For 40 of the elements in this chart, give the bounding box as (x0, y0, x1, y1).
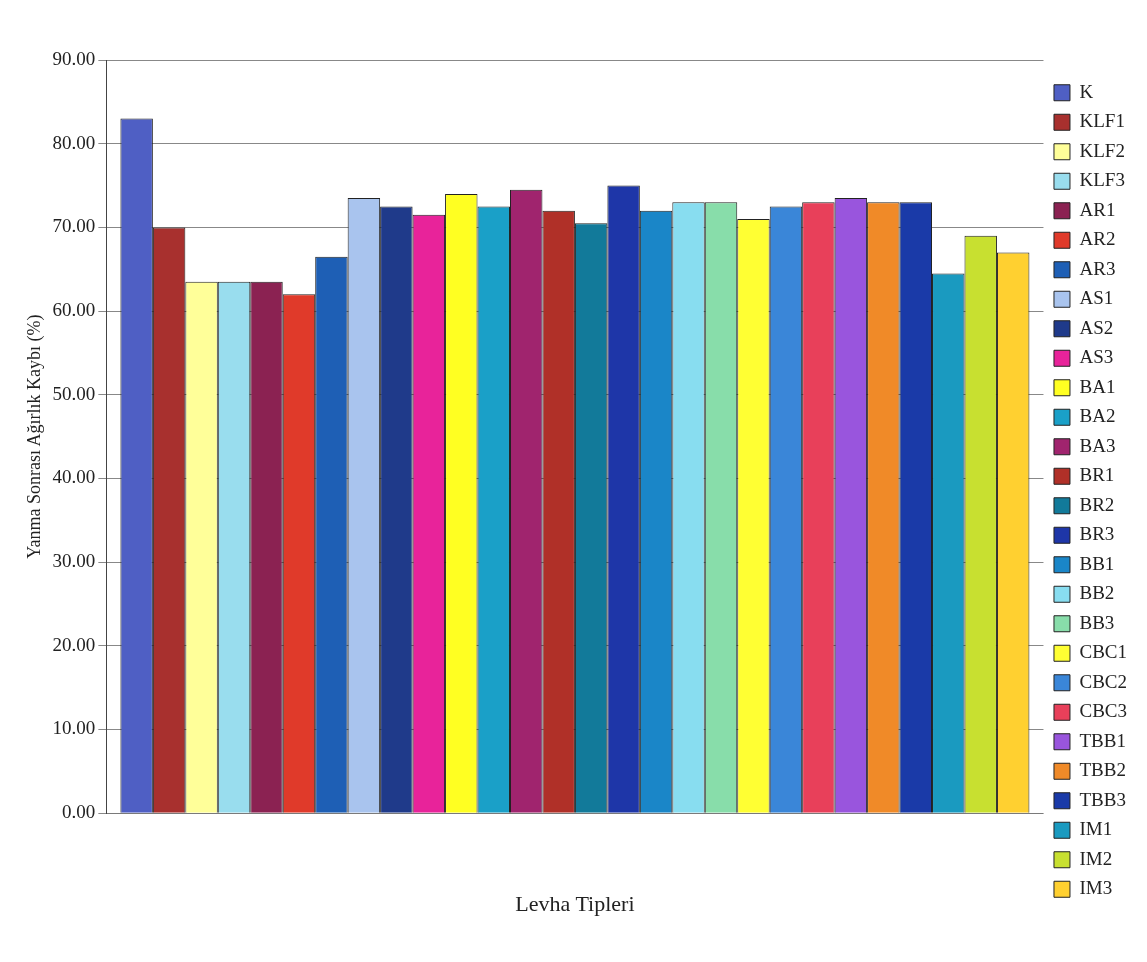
legend-label: AS3 (1079, 346, 1114, 368)
legend-label: BA3 (1079, 434, 1116, 456)
legend-label: BB3 (1079, 611, 1115, 633)
legend-label: BA2 (1079, 405, 1116, 427)
y-tick-label: 60.00 (52, 299, 96, 321)
legend-label: CBC2 (1079, 670, 1128, 692)
y-tick-label: 10.00 (52, 717, 96, 739)
legend-label: CBC1 (1079, 641, 1128, 663)
legend-label: BB2 (1079, 582, 1115, 604)
legend-label: TBB1 (1079, 729, 1126, 751)
legend-label: KLF2 (1079, 139, 1125, 161)
legend-label: BR3 (1079, 523, 1115, 545)
legend-label: IM3 (1079, 877, 1113, 899)
y-tick-label: 20.00 (52, 633, 96, 655)
legend-label: AR1 (1079, 198, 1116, 220)
legend-label: AR3 (1079, 257, 1116, 279)
legend-label: BR1 (1079, 464, 1115, 486)
y-tick-label: 80.00 (52, 131, 96, 153)
y-tick-label: 50.00 (52, 382, 96, 404)
legend-label: AR2 (1079, 228, 1116, 250)
legend-label: K (1079, 80, 1094, 102)
legend-label: BA1 (1079, 375, 1116, 397)
y-tick-label: 0.00 (62, 801, 96, 823)
legend-label: TBB2 (1079, 759, 1126, 781)
y-axis-title: Yanma Sonrası Ağırlık Kaybı (%) (23, 314, 45, 559)
y-tick-label: 40.00 (52, 466, 96, 488)
legend-label: AS2 (1079, 316, 1114, 338)
legend-label: TBB3 (1079, 788, 1126, 810)
y-tick-label: 70.00 (52, 215, 96, 237)
x-axis-title: Levha Tipleri (515, 890, 635, 916)
legend-label: KLF3 (1079, 169, 1125, 191)
legend-label: KLF1 (1079, 110, 1125, 132)
legend-label: CBC3 (1079, 700, 1128, 722)
legend-label: IM1 (1079, 818, 1113, 840)
legend-label: AS1 (1079, 287, 1114, 309)
legend-label: BB1 (1079, 552, 1115, 574)
y-tick-label: 90.00 (52, 47, 96, 69)
y-tick-label: 30.00 (52, 550, 96, 572)
legend-label: IM2 (1079, 847, 1113, 869)
legend-label: BR2 (1079, 493, 1115, 515)
